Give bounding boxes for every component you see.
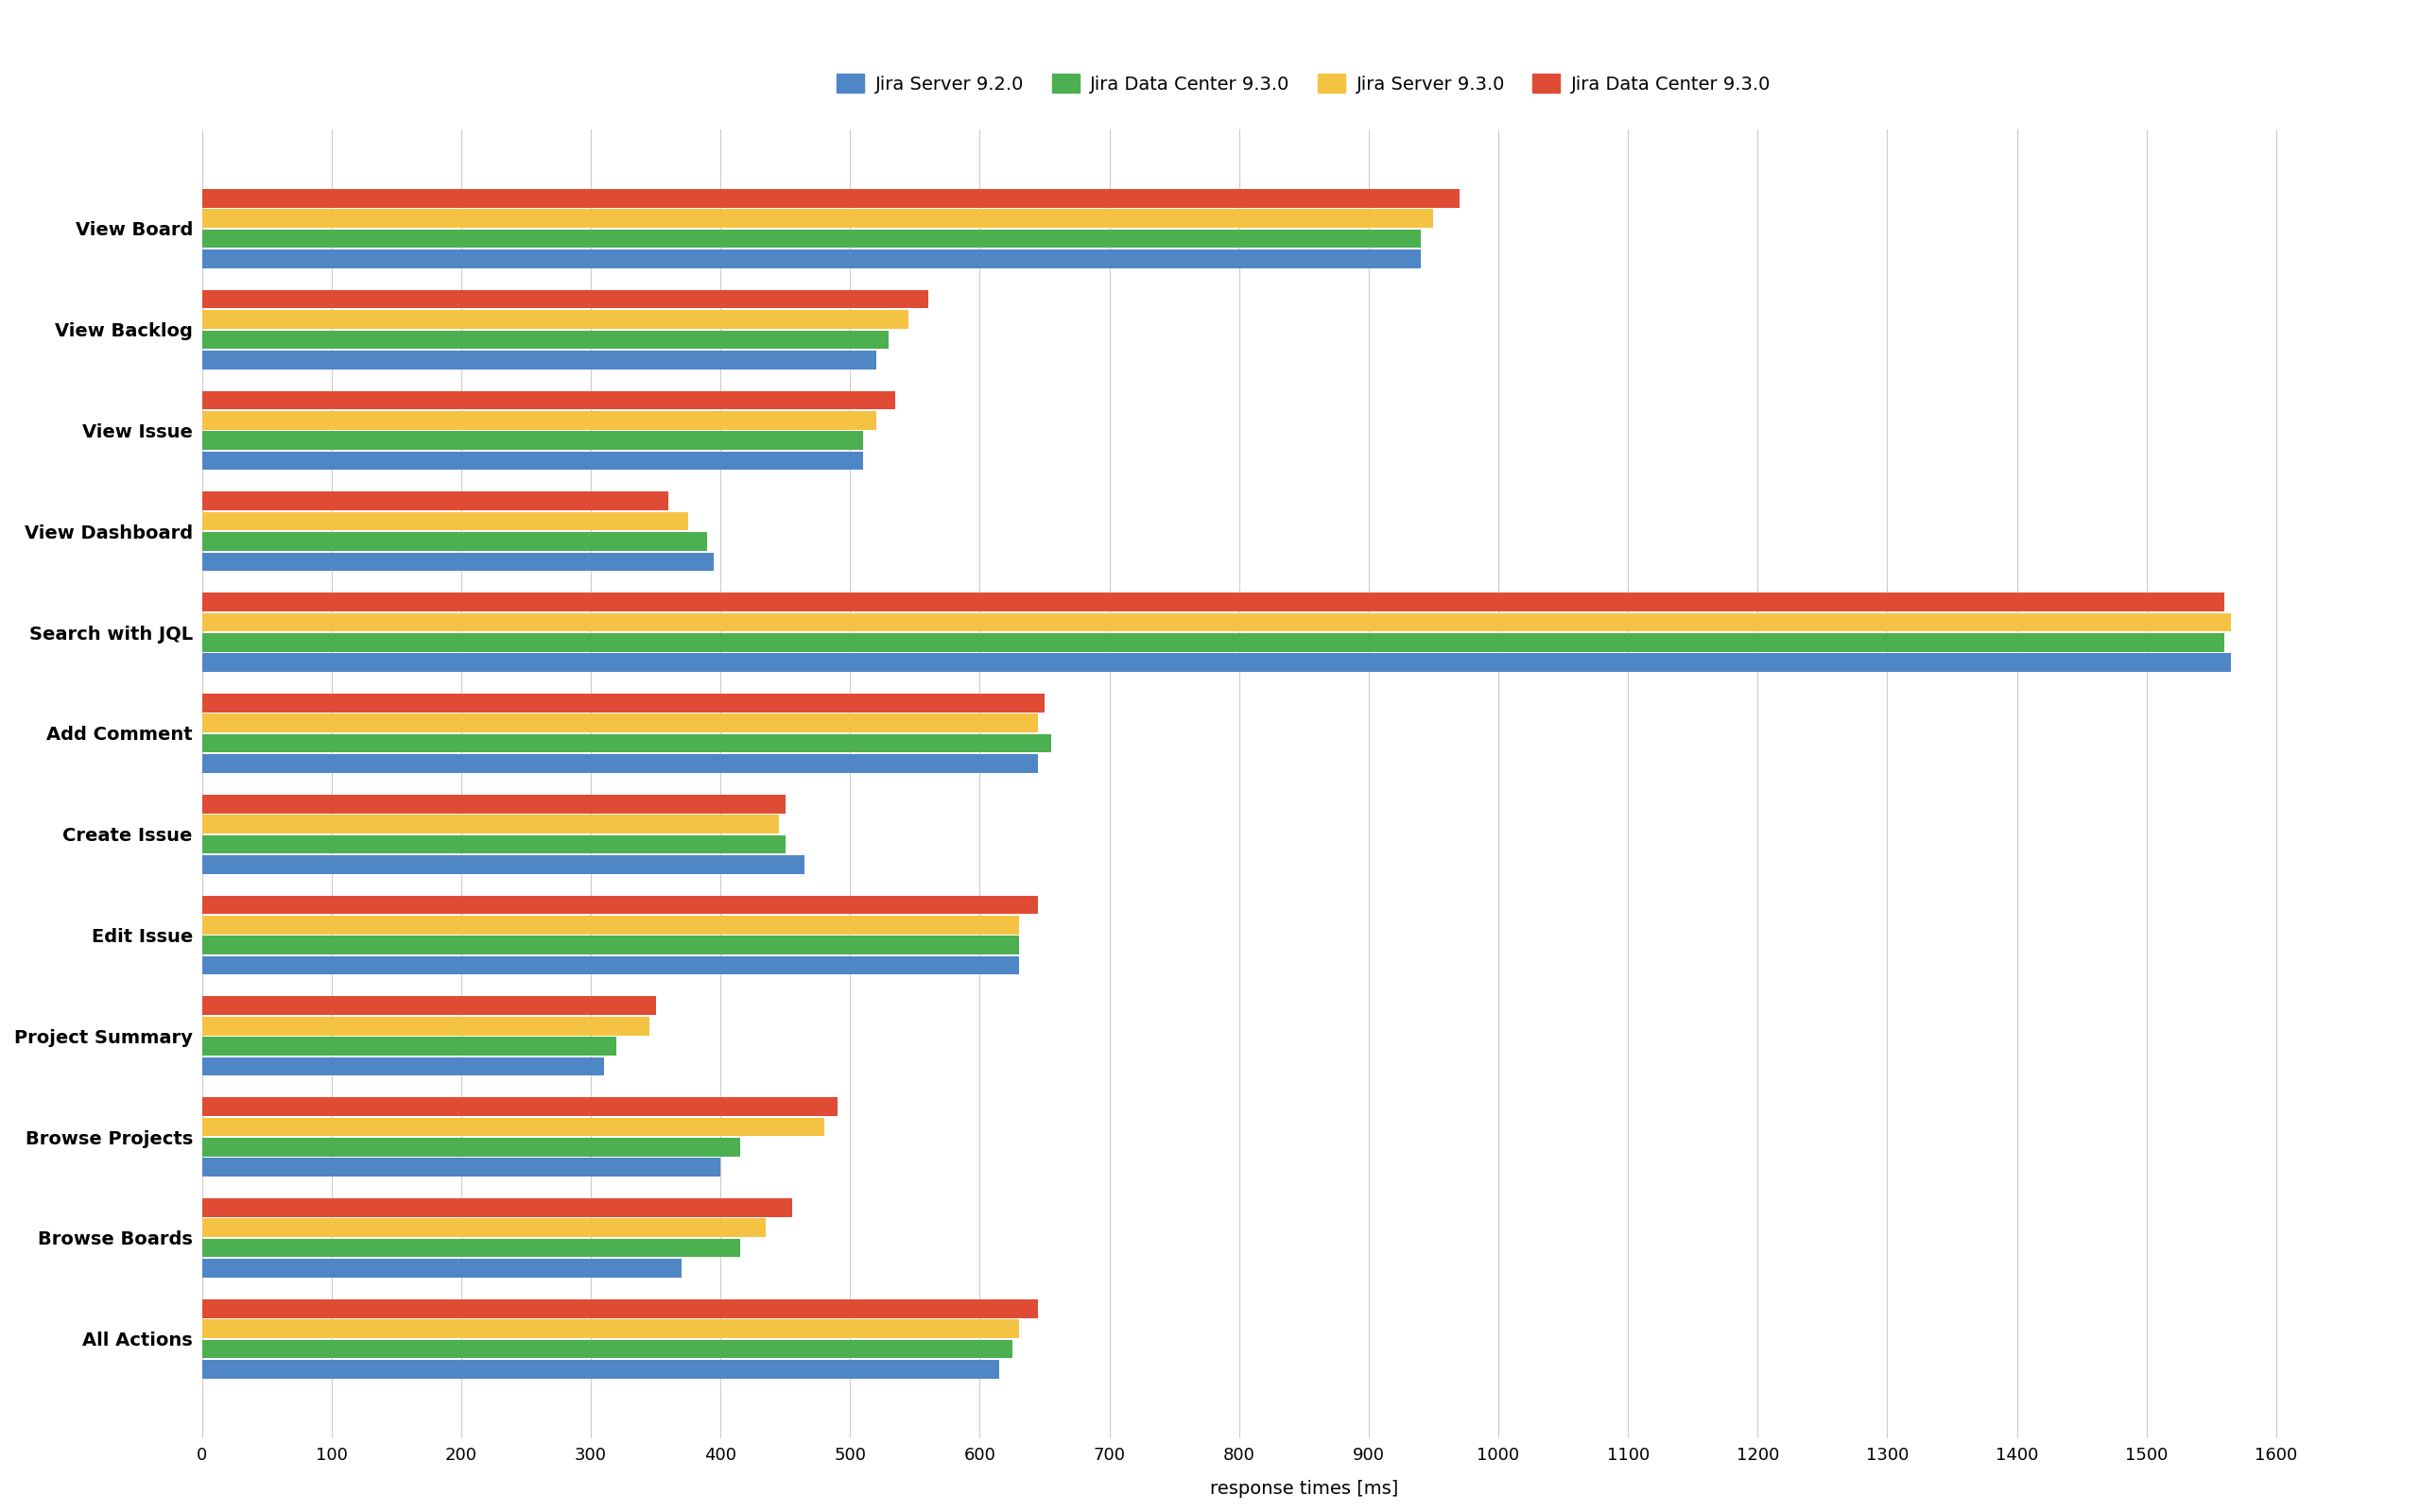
Bar: [201, 532, 707, 550]
Bar: [201, 916, 1019, 934]
Bar: [201, 733, 1050, 753]
Bar: [201, 895, 1038, 915]
Bar: [201, 310, 908, 328]
Bar: [201, 411, 876, 429]
Legend: Jira Server 9.2.0, Jira Data Center 9.3.0, Jira Server 9.3.0, Jira Data Center 9: Jira Server 9.2.0, Jira Data Center 9.3.…: [830, 67, 1779, 101]
Bar: [201, 491, 668, 511]
Bar: [201, 1199, 791, 1217]
Bar: [201, 1299, 1038, 1318]
Bar: [201, 249, 1421, 268]
Bar: [201, 612, 2231, 632]
Bar: [201, 593, 2224, 611]
Bar: [201, 1320, 1019, 1338]
Bar: [201, 653, 2231, 671]
Bar: [201, 634, 2224, 652]
Bar: [201, 431, 864, 449]
Bar: [201, 795, 786, 813]
Bar: [201, 452, 864, 470]
Bar: [201, 1139, 741, 1157]
Bar: [201, 1340, 1012, 1358]
Bar: [201, 351, 876, 369]
Bar: [201, 1158, 721, 1176]
Bar: [201, 330, 888, 349]
Bar: [201, 513, 687, 531]
Bar: [201, 1238, 741, 1258]
Bar: [201, 1359, 999, 1379]
Bar: [201, 815, 779, 833]
Bar: [201, 996, 656, 1015]
Bar: [201, 189, 1459, 207]
Bar: [201, 694, 1045, 712]
X-axis label: response times [ms]: response times [ms]: [1210, 1480, 1399, 1498]
Bar: [201, 209, 1433, 228]
Bar: [201, 956, 1019, 975]
Bar: [201, 230, 1421, 248]
Bar: [201, 714, 1038, 732]
Bar: [201, 835, 786, 854]
Bar: [201, 1117, 825, 1136]
Bar: [201, 552, 714, 572]
Bar: [201, 1037, 617, 1055]
Bar: [201, 1219, 765, 1237]
Bar: [201, 1016, 649, 1036]
Bar: [201, 1259, 682, 1278]
Bar: [201, 754, 1038, 773]
Bar: [201, 936, 1019, 954]
Bar: [201, 1098, 837, 1116]
Bar: [201, 1057, 605, 1075]
Bar: [201, 290, 927, 308]
Bar: [201, 856, 806, 874]
Bar: [201, 392, 895, 410]
